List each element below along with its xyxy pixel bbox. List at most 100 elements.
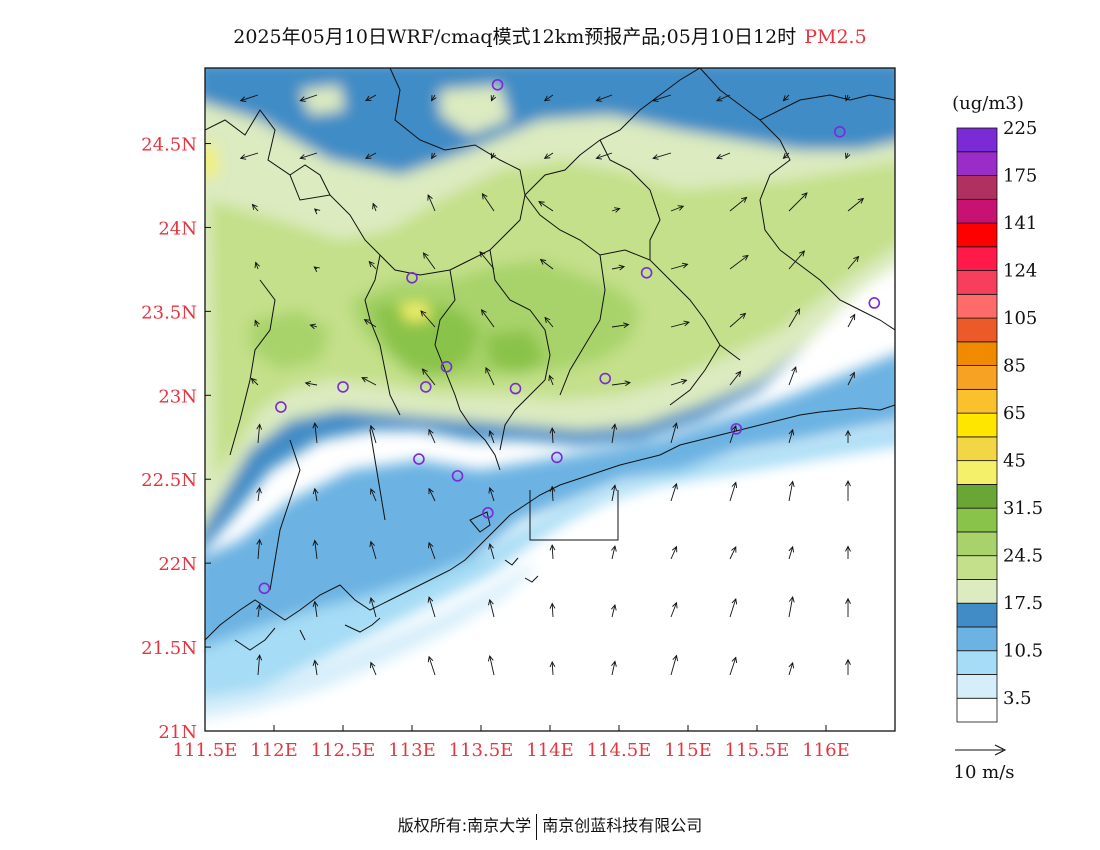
lat-tick-label: 21N bbox=[158, 722, 197, 743]
lon-tick-label: 116E bbox=[802, 740, 850, 761]
wind-arrow bbox=[847, 255, 860, 270]
wind-arrow bbox=[845, 658, 851, 676]
wind-arrow bbox=[250, 377, 259, 386]
wind-arrow bbox=[539, 258, 554, 270]
wind-arrow bbox=[312, 487, 319, 502]
wind-arrow bbox=[369, 597, 377, 618]
wind-arrow bbox=[788, 545, 795, 560]
station-marker bbox=[482, 506, 494, 519]
wind-arrow bbox=[487, 655, 495, 676]
wind-arrow bbox=[254, 319, 260, 328]
legend-swatch bbox=[956, 602, 998, 628]
wind-arrow bbox=[538, 200, 554, 212]
legend-swatch bbox=[956, 388, 998, 414]
wind-arrow bbox=[422, 252, 436, 270]
wind-arrow bbox=[368, 260, 377, 270]
legend-label: 105 bbox=[1003, 308, 1037, 329]
wind-arrow bbox=[847, 313, 856, 328]
legend-swatch bbox=[956, 697, 998, 723]
wind-arrow bbox=[481, 192, 495, 212]
legend-label: 85 bbox=[1003, 356, 1026, 377]
station-marker bbox=[337, 381, 349, 393]
title-text: 2025年05月10日WRF/cmaq模式12km预报产品;05月10日12时 bbox=[233, 26, 797, 48]
wind-arrow bbox=[256, 423, 263, 444]
legend-swatch bbox=[956, 246, 998, 271]
wind-arrow bbox=[312, 422, 319, 444]
wind-arrow bbox=[610, 603, 617, 618]
wind-arrow bbox=[256, 603, 262, 618]
wind-arrow bbox=[847, 197, 865, 212]
wind-arrow bbox=[363, 319, 377, 328]
copyright-footer: 版权所有:南京大学 南京创蓝科技有限公司 bbox=[0, 812, 1100, 840]
wind-arrow bbox=[611, 423, 618, 444]
wind-arrow bbox=[490, 152, 497, 160]
lat-tick-label: 22.5N bbox=[141, 470, 197, 491]
copyright-company: 南京创蓝科技有限公司 bbox=[542, 816, 703, 835]
legend-label: 141 bbox=[1003, 213, 1037, 234]
wind-arrow bbox=[548, 374, 554, 386]
wind-arrow bbox=[782, 94, 790, 102]
legend-label: 10.5 bbox=[1003, 641, 1043, 662]
lon-tick-label: 112E bbox=[250, 740, 298, 761]
wind-arrow bbox=[788, 480, 795, 502]
wind-arrow bbox=[729, 370, 742, 386]
wind-arrow bbox=[729, 546, 737, 560]
wind-arrow bbox=[611, 264, 626, 271]
wind-arrow bbox=[788, 661, 795, 676]
legend-swatch bbox=[956, 555, 998, 580]
wind-arrow bbox=[543, 94, 554, 102]
lon-tick-label: 113E bbox=[388, 740, 436, 761]
station-marker bbox=[419, 381, 432, 393]
wind-arrow bbox=[239, 94, 259, 102]
wind-arrow bbox=[299, 152, 318, 160]
legend-swatch bbox=[956, 436, 998, 462]
wind-arrow bbox=[845, 480, 851, 502]
wind-arrow bbox=[670, 378, 688, 386]
wind-arrow bbox=[488, 486, 495, 502]
wind-arrow bbox=[427, 655, 436, 676]
wind-arrow bbox=[595, 152, 613, 160]
wind-arrow bbox=[611, 660, 617, 676]
lat-tick-label: 23.5N bbox=[141, 302, 197, 323]
station-marker bbox=[258, 582, 271, 595]
legend-swatch bbox=[956, 365, 998, 390]
monitoring-stations bbox=[258, 78, 881, 595]
wind-arrow bbox=[312, 659, 319, 676]
wind-arrow bbox=[729, 656, 738, 676]
lat-tick-label: 24N bbox=[158, 218, 197, 239]
wind-arrow bbox=[670, 205, 685, 212]
legend-label: 45 bbox=[1003, 451, 1026, 472]
wind-arrow bbox=[788, 192, 808, 212]
wind-arrow bbox=[729, 481, 738, 502]
legend-swatch bbox=[956, 674, 998, 699]
station-marker bbox=[275, 401, 287, 413]
wind-arrow bbox=[549, 485, 556, 502]
legend-swatch bbox=[956, 198, 998, 224]
wind-arrow bbox=[788, 428, 795, 444]
legend-swatch bbox=[956, 341, 998, 366]
wind-arrow bbox=[431, 152, 437, 160]
legend-label: 65 bbox=[1003, 403, 1026, 424]
wind-arrow bbox=[782, 152, 790, 160]
legend-label: 31.5 bbox=[1003, 498, 1043, 519]
legend-label: 124 bbox=[1003, 261, 1037, 282]
wind-arrow bbox=[670, 654, 679, 676]
lat-tick-label: 23N bbox=[158, 386, 197, 407]
wind-arrow bbox=[431, 94, 437, 102]
wind-arrow bbox=[729, 424, 738, 444]
wind-arrow bbox=[361, 377, 377, 386]
wind-arrow bbox=[312, 600, 319, 618]
wind-arrow bbox=[421, 368, 436, 386]
legend-swatch bbox=[956, 317, 998, 343]
legend-label: 175 bbox=[1003, 166, 1037, 187]
wind-arrow bbox=[652, 152, 672, 160]
wind-arrow bbox=[549, 544, 556, 560]
legend-swatch bbox=[956, 175, 998, 200]
legend-swatch bbox=[956, 127, 998, 153]
wind-arrow bbox=[479, 251, 495, 270]
wind-arrow bbox=[715, 94, 731, 102]
lon-tick-label: 113.5E bbox=[449, 740, 514, 761]
province-borders bbox=[205, 68, 895, 651]
wind-arrow bbox=[428, 487, 436, 502]
legend-swatch bbox=[956, 270, 998, 295]
